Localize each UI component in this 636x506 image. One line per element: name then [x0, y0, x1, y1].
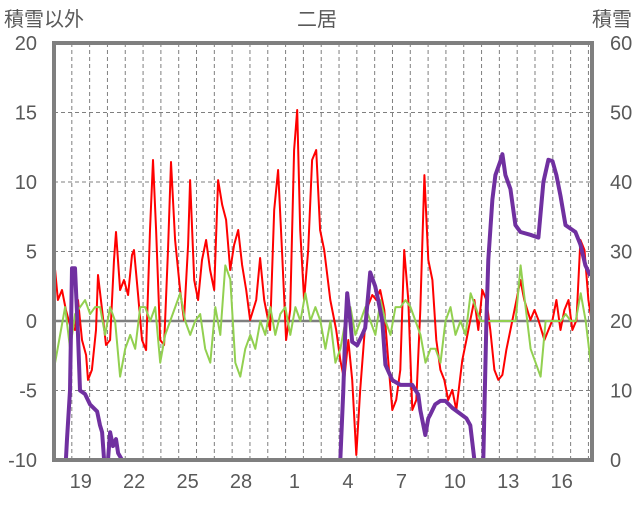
- series-group: [54, 109, 593, 462]
- x-tick-label: 10: [444, 471, 466, 493]
- left-tick-label: 15: [15, 103, 37, 125]
- right-tick-label: 60: [610, 33, 632, 55]
- x-tick-label: 28: [230, 471, 252, 493]
- left-tick-label: 10: [15, 172, 37, 194]
- series-line-red: [54, 109, 593, 456]
- right-tick-label: 30: [610, 242, 632, 264]
- x-tick-label: 13: [497, 471, 519, 493]
- right-tick-label: 50: [610, 103, 632, 125]
- chart-title: 二居: [297, 9, 337, 31]
- x-tick-label: 25: [176, 471, 198, 493]
- series-line-purple: [54, 152, 593, 462]
- right-tick-label: 40: [610, 172, 632, 194]
- right-tick-label: 0: [610, 450, 621, 472]
- plot-frame: [52, 41, 594, 462]
- left-tick-label: 20: [15, 33, 37, 55]
- x-tick-label: 16: [551, 471, 573, 493]
- x-tick-label: 1: [289, 471, 300, 493]
- right-tick-label: 20: [610, 311, 632, 333]
- x-tick-label: 19: [70, 471, 92, 493]
- left-axis-label: 積雪以外: [4, 8, 84, 31]
- left-tick-label: -10: [8, 450, 37, 472]
- left-tick-label: 5: [26, 242, 37, 264]
- series-line-green: [54, 264, 592, 378]
- x-tick-label: 22: [123, 471, 145, 493]
- x-tick-label: 4: [342, 471, 353, 493]
- right-axis-label: 積雪: [592, 8, 632, 31]
- x-tick-label: 7: [396, 471, 407, 493]
- right-tick-label: 10: [610, 381, 632, 403]
- left-tick-label: 0: [26, 311, 37, 333]
- left-tick-label: -5: [19, 381, 37, 403]
